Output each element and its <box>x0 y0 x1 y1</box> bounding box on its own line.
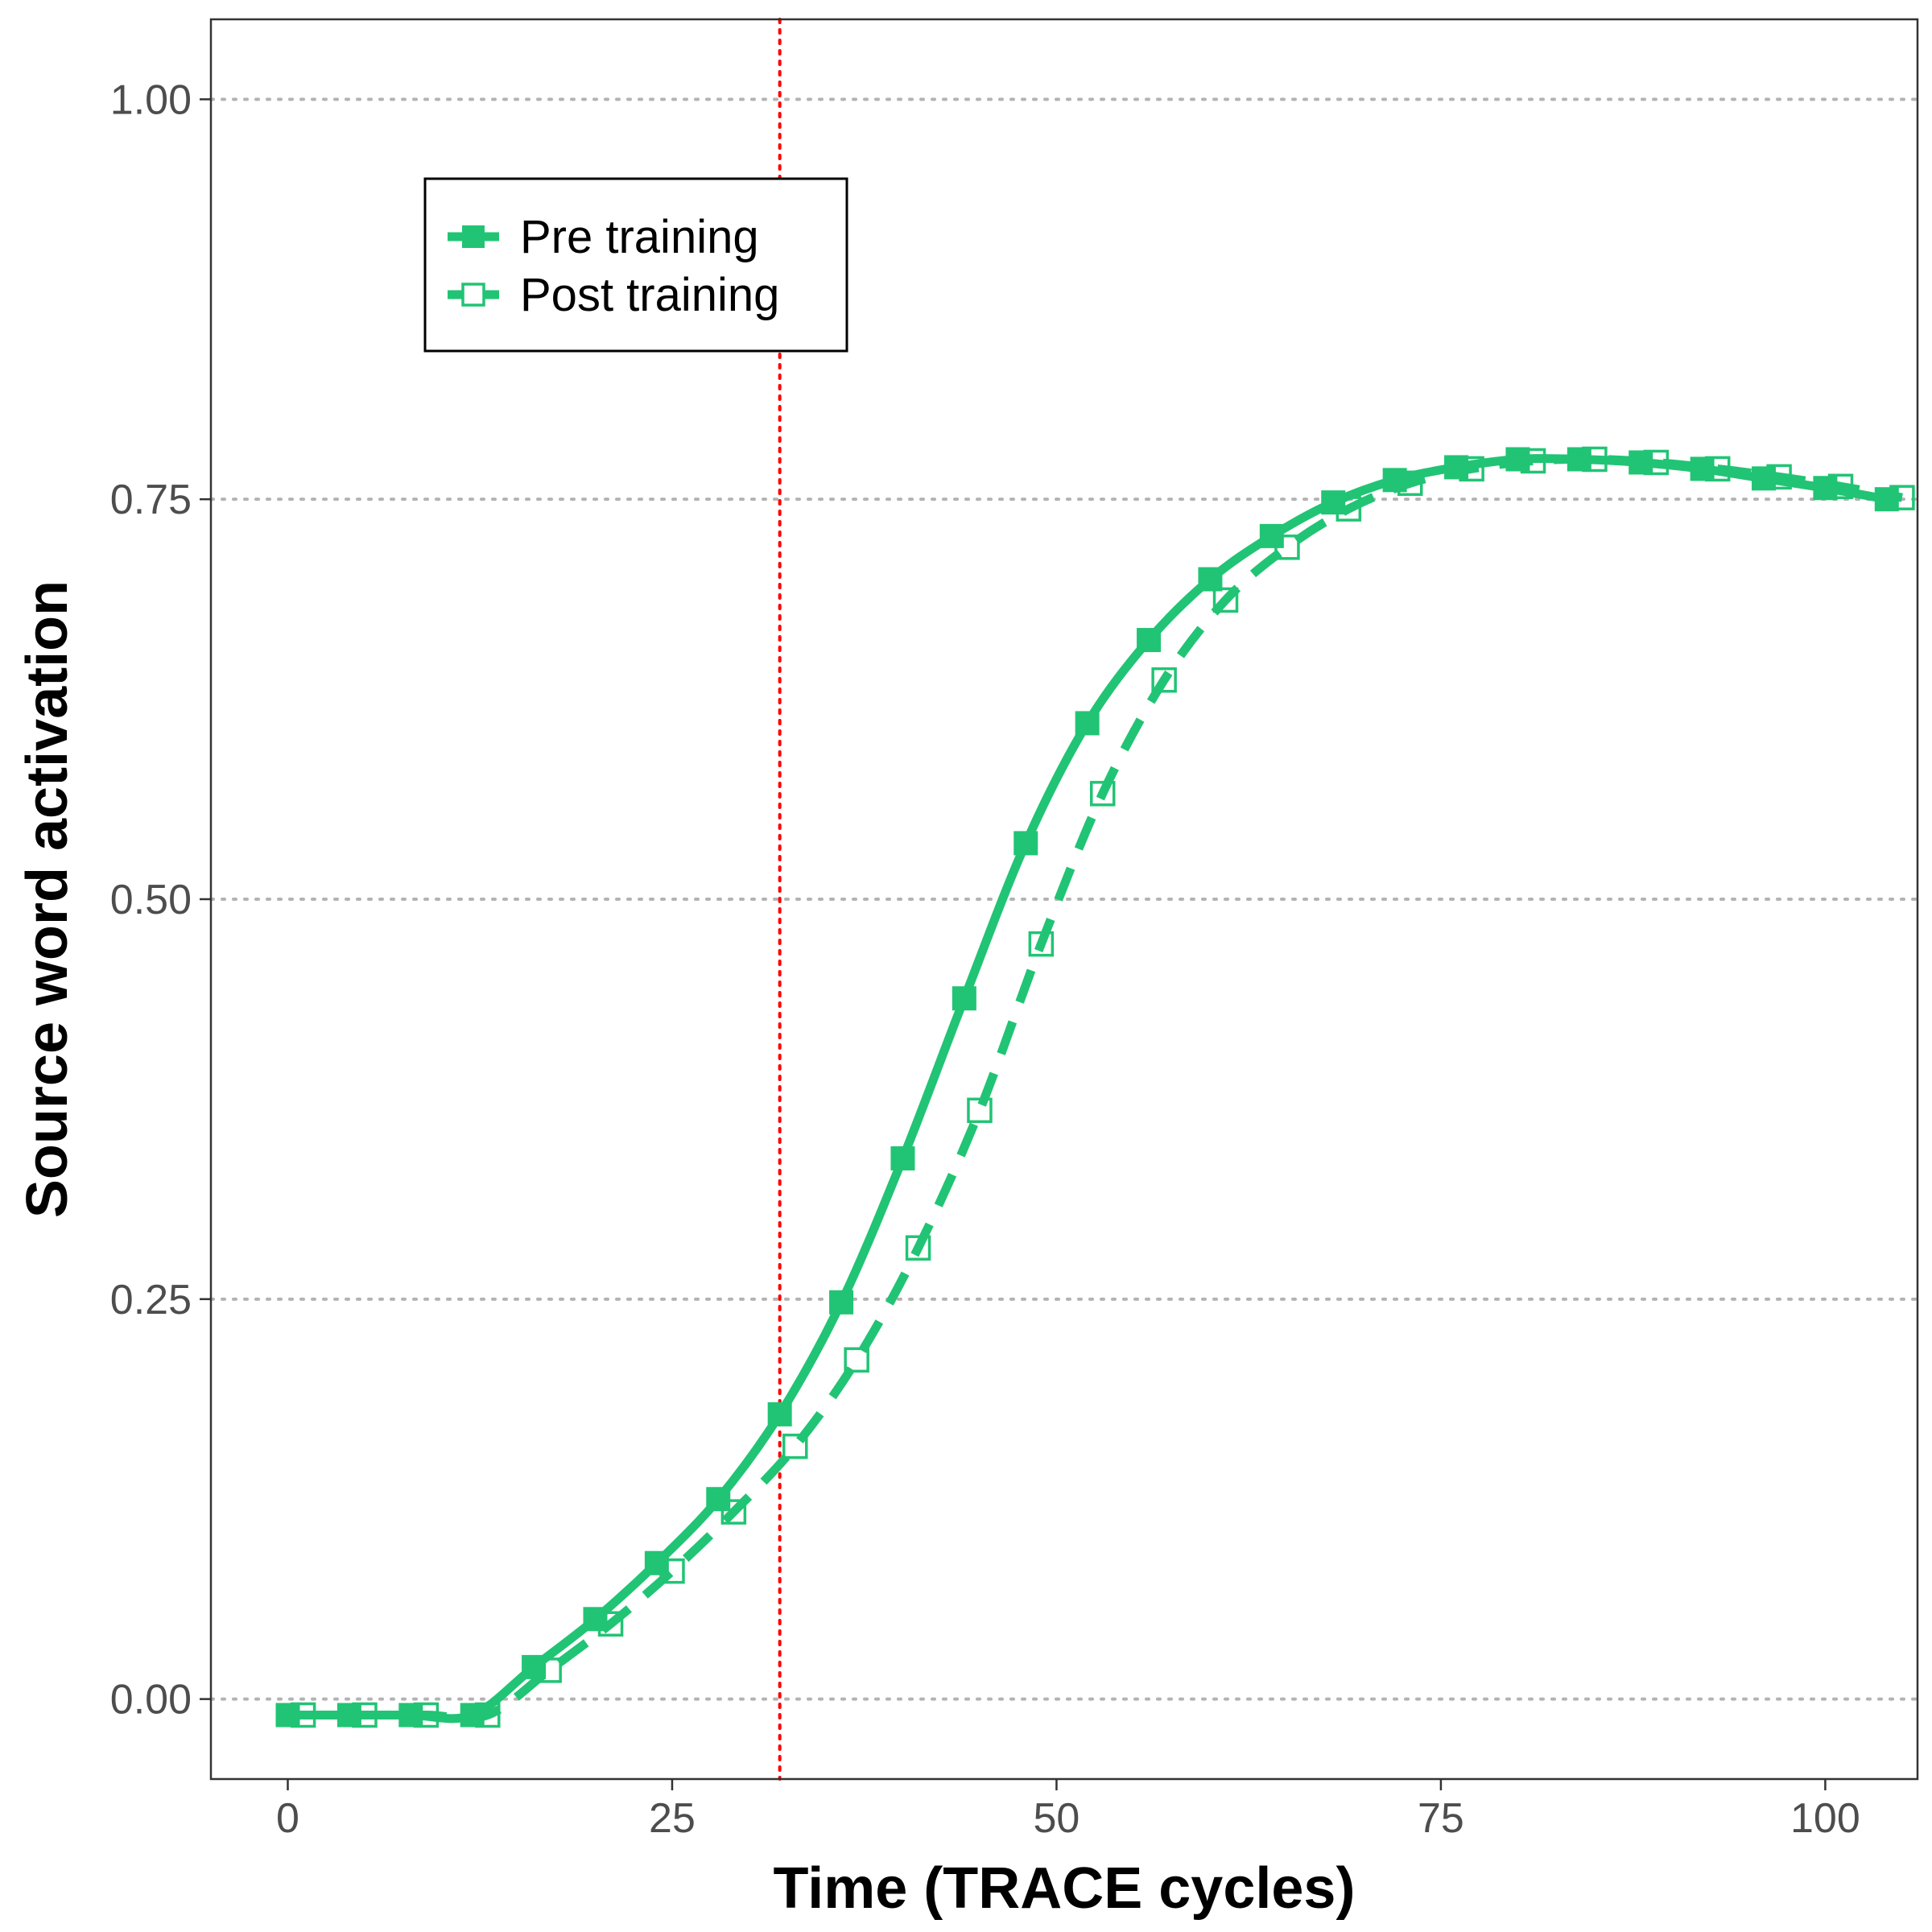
data-point-pre-training <box>706 1487 731 1512</box>
data-point-pre-training <box>1013 831 1038 856</box>
y-axis-title: Source word activation <box>15 580 80 1218</box>
x-axis-title: Time (TRACE cycles) <box>774 1856 1356 1921</box>
data-point-pre-training <box>1259 523 1284 548</box>
series-pre-training <box>275 447 1899 1728</box>
data-point-pre-training <box>275 1703 300 1728</box>
data-point-pre-training <box>1075 711 1100 736</box>
legend-key-marker <box>462 225 485 248</box>
legend-key-marker <box>461 283 485 307</box>
data-point-pre-training <box>890 1146 915 1170</box>
legend-key-post-training <box>448 283 499 307</box>
legend-key-pre-training <box>448 225 499 248</box>
data-point-post-training <box>1151 667 1177 693</box>
data-point-post-training <box>967 1097 993 1124</box>
data-point-pre-training <box>1321 490 1346 515</box>
data-point-pre-training <box>767 1402 792 1426</box>
axis-layer: 0 25 50 75 100 0.00 0.25 0.50 0.75 1.00 <box>110 76 1860 1842</box>
x-tick-label: 25 <box>649 1795 696 1842</box>
data-point-post-training <box>905 1235 931 1261</box>
data-point-pre-training <box>1137 628 1162 653</box>
x-tick-label: 100 <box>1790 1795 1860 1842</box>
data-point-pre-training <box>952 986 976 1011</box>
data-point-post-training <box>720 1499 747 1525</box>
data-point-pre-training <box>1629 450 1653 475</box>
y-tick-label: 1.00 <box>110 76 192 123</box>
data-point-pre-training <box>1874 487 1899 512</box>
data-point-pre-training <box>1690 456 1715 481</box>
data-point-post-training <box>1212 587 1239 613</box>
data-point-pre-training <box>460 1703 485 1728</box>
y-tick-label: 0.00 <box>110 1677 192 1724</box>
data-point-post-training <box>844 1347 869 1373</box>
data-point-post-training <box>1028 931 1055 957</box>
legend-label-pre-training: Pre training <box>520 211 759 263</box>
data-point-pre-training <box>336 1703 361 1728</box>
data-point-pre-training <box>398 1703 423 1728</box>
data-point-post-training <box>782 1433 808 1459</box>
x-tick-label: 75 <box>1418 1795 1464 1842</box>
data-point-pre-training <box>1382 468 1407 493</box>
legend-label-post-training: Post training <box>520 269 779 321</box>
x-tick-label: 0 <box>276 1795 299 1842</box>
data-point-pre-training <box>1567 447 1591 472</box>
data-point-pre-training <box>583 1607 608 1632</box>
data-point-pre-training <box>522 1654 547 1679</box>
legend: Pre training Post training <box>423 177 848 353</box>
data-point-pre-training <box>829 1290 854 1315</box>
data-point-pre-training <box>1444 455 1469 480</box>
legend-box <box>423 177 848 353</box>
y-tick-label: 0.50 <box>110 877 192 923</box>
data-point-pre-training <box>1505 447 1530 472</box>
x-tick-label: 50 <box>1034 1795 1080 1842</box>
y-tick-label: 0.25 <box>110 1277 192 1323</box>
data-point-pre-training <box>644 1550 669 1575</box>
data-point-pre-training <box>1198 567 1223 592</box>
y-tick-label: 0.75 <box>110 477 192 523</box>
data-point-post-training <box>1089 781 1116 807</box>
data-point-pre-training <box>1752 466 1777 491</box>
series-layer <box>275 446 1915 1728</box>
data-point-pre-training <box>1813 476 1838 501</box>
